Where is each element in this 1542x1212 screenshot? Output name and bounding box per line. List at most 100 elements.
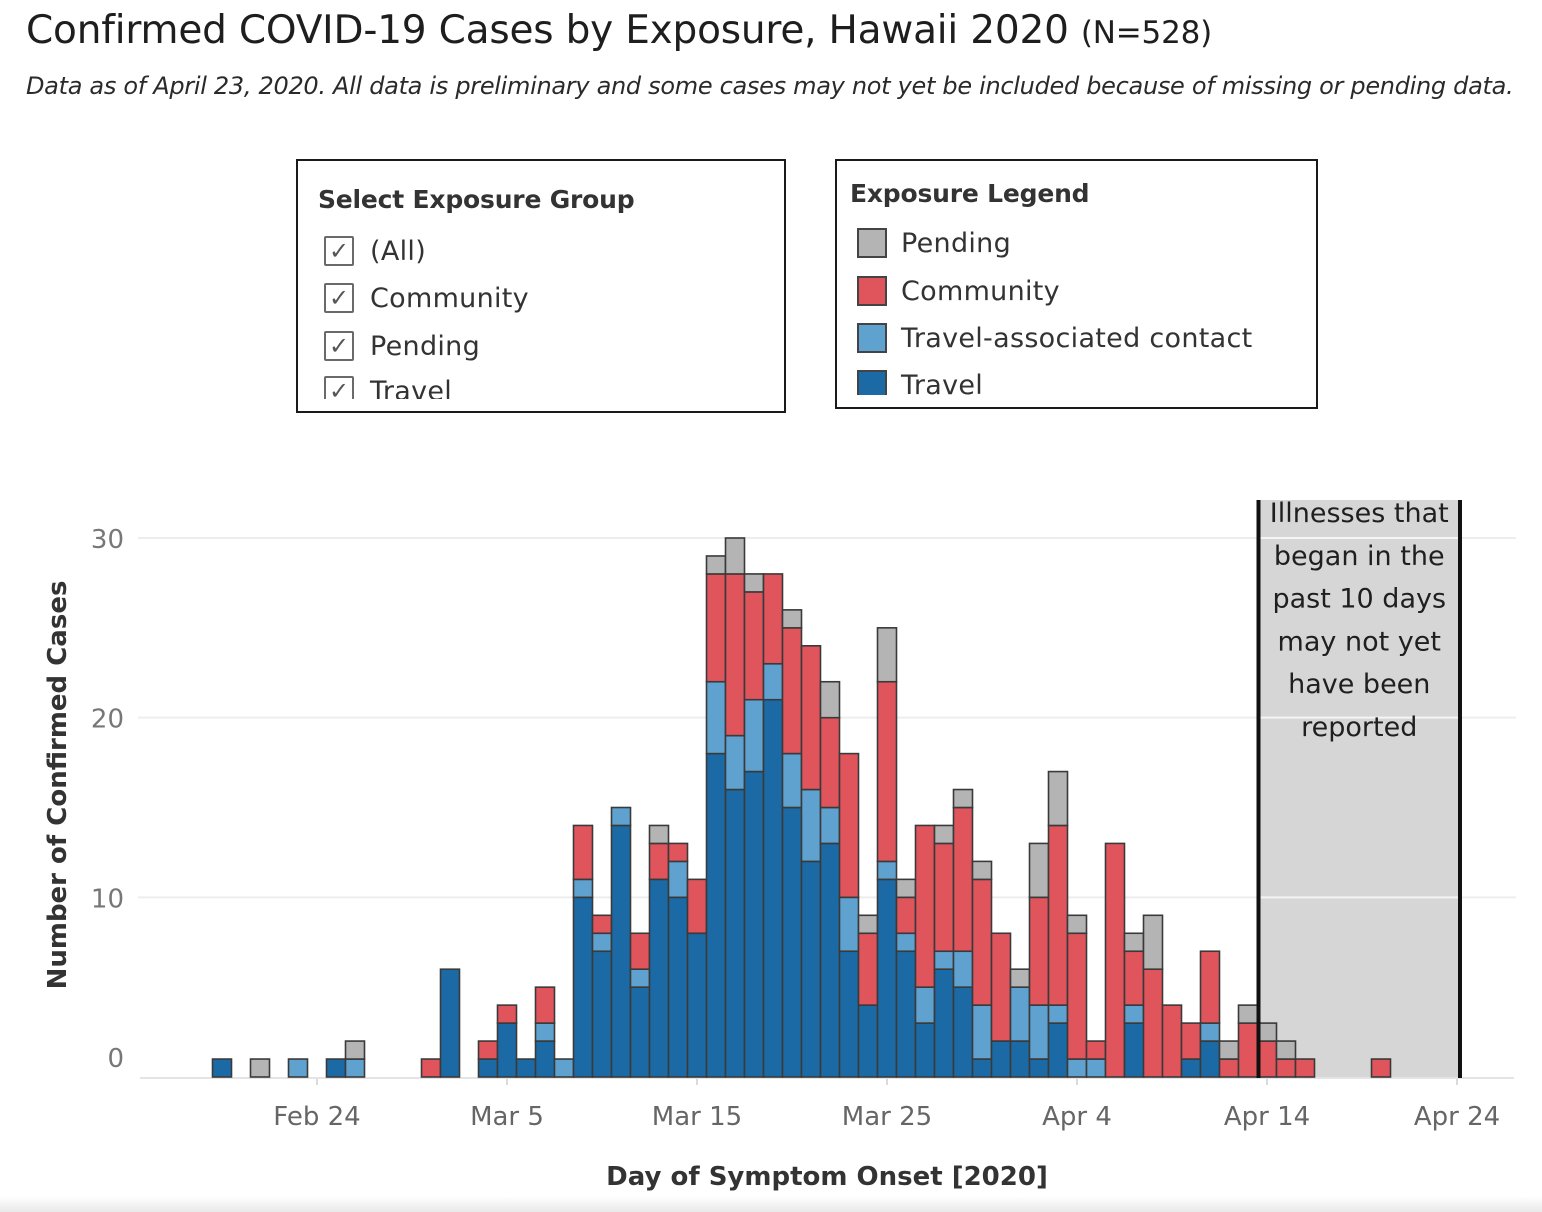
bar-segment-community (895, 896, 917, 935)
checkbox-community[interactable]: ✓ (324, 283, 354, 313)
bar-segment-contact (610, 806, 632, 827)
legend-item-travel[interactable]: Travel (855, 365, 983, 395)
legend-label: Pending (901, 227, 1012, 259)
bar-segment-community (629, 932, 651, 970)
bar-segment-community (686, 878, 708, 935)
bar-segment-travel (933, 968, 955, 1078)
bar-segment-travel (534, 1040, 556, 1078)
bar-segment-community (762, 573, 784, 665)
bar-segment-contact (971, 1004, 993, 1060)
epi-curve-chart: 0 10 20 30 Feb 24 Mar 5 Mar 15 Mar 25 Apr 4 Apr 1… (43, 498, 1516, 1192)
x-tick-label: Mar 25 (842, 1102, 932, 1132)
filter-title: Select Exposure Group (318, 185, 635, 214)
bar-segment-contact (838, 896, 860, 953)
bar-segment-travel (477, 1058, 499, 1078)
bar-segment-community (971, 878, 993, 1006)
bar-segment-travel (800, 860, 822, 1078)
bar-segment-travel (952, 986, 974, 1078)
bar-segment-contact (1047, 1004, 1069, 1024)
bar-segment-travel (1123, 1022, 1145, 1078)
legend-label: Travel (901, 369, 984, 396)
legend-list: Pending Community Travel-associated cont… (855, 223, 1310, 395)
legend-title: Exposure Legend (850, 179, 1090, 208)
bar-segment-contact (1028, 1004, 1050, 1060)
bar-segment-community (1161, 1004, 1183, 1078)
legend-item-community[interactable]: Community (855, 271, 1060, 311)
bar-segment-community (876, 680, 898, 863)
bar-segment-travel (819, 842, 841, 1078)
bar-segment-travel (990, 1040, 1012, 1078)
bar-segment-travel (1199, 1040, 1221, 1078)
filter-option-travel[interactable]: ✓ Travel (318, 371, 452, 399)
bar-segment-pending (1142, 914, 1164, 970)
bar-segment-contact (724, 734, 746, 791)
checkbox-travel[interactable]: ✓ (324, 376, 354, 399)
bar-segment-travel (629, 986, 651, 1078)
bar-segment-community (1085, 1040, 1107, 1060)
bar-segment-pending (876, 627, 898, 683)
bar-segment-community (800, 645, 822, 791)
bar-segment-contact (344, 1058, 366, 1078)
bar-segment-pending (1047, 770, 1069, 827)
bar-segment-contact (1066, 1058, 1088, 1078)
bar-segment-contact (534, 1022, 556, 1042)
bar-segment-pending (705, 555, 727, 575)
bar-segment-pending (344, 1040, 366, 1060)
bar-segment-community (990, 932, 1012, 1042)
bar-segment-travel (325, 1058, 347, 1078)
checkbox-all[interactable]: ✓ (324, 236, 354, 266)
bar-segment-pending (933, 824, 955, 845)
bar-segment-pending (249, 1058, 271, 1078)
bar-segment-pending (819, 680, 841, 719)
bar-segment-contact (705, 680, 727, 755)
bar-segment-community (534, 986, 556, 1024)
y-axis-title: Number of Confirmed Cases (43, 581, 73, 990)
bar-segment-community (667, 842, 689, 863)
checkbox-pending[interactable]: ✓ (324, 331, 354, 361)
y-tick-label: 10 (91, 884, 124, 914)
filter-option-pending[interactable]: ✓ Pending (318, 326, 480, 366)
filter-option-label: Community (370, 282, 529, 314)
bar-segment-community (743, 591, 765, 701)
bar-segment-pending (1275, 1040, 1297, 1060)
legend-swatch-community (857, 276, 887, 306)
bar-segment-travel (876, 878, 898, 1078)
bar-segment-contact (1085, 1058, 1107, 1078)
exposure-legend-panel: Exposure Legend Pending Community Travel… (835, 159, 1318, 409)
bar-segment-pending (952, 788, 974, 809)
bar-segment-contact (629, 968, 651, 988)
y-tick-label: 30 (91, 525, 124, 555)
bar-segment-contact (800, 788, 822, 863)
bar-segment-contact (819, 806, 841, 845)
bar-segment-travel (515, 1058, 537, 1078)
legend-swatch-travel (857, 370, 887, 395)
bar-segment-travel (211, 1058, 233, 1078)
bar-segment-travel (439, 968, 461, 1078)
bar-segment-community (420, 1058, 442, 1078)
bar-segment-travel (1180, 1058, 1202, 1078)
bar-segment-pending (857, 914, 879, 935)
bar-segment-pending (895, 878, 917, 899)
bar-segment-pending (743, 573, 765, 593)
bar-segment-pending (1237, 1004, 1259, 1024)
bar-segment-pending (724, 537, 746, 575)
bar-segment-community (648, 842, 670, 881)
bar-segment-community (838, 752, 860, 899)
filter-option-label: (All) (370, 235, 427, 267)
y-tick-label: 0 (107, 1044, 124, 1074)
bar-segment-travel (724, 788, 746, 1078)
bar-segment-travel (1028, 1058, 1050, 1078)
bar-segment-contact (572, 878, 594, 899)
bar-segment-pending (648, 824, 670, 845)
bar-segment-community (857, 932, 879, 1006)
legend-item-travel-contact[interactable]: Travel-associated contact (855, 318, 1253, 358)
bar-segment-pending (1218, 1040, 1240, 1060)
bar-segment-contact (781, 752, 803, 809)
bar-segment-community (1294, 1058, 1316, 1078)
bar-segment-contact (876, 860, 898, 881)
legend-item-pending[interactable]: Pending (855, 223, 1011, 263)
filter-option-community[interactable]: ✓ Community (318, 278, 529, 318)
bar-segment-community (591, 914, 613, 935)
filter-option-all[interactable]: ✓ (All) (318, 231, 426, 271)
bar-segment-contact (553, 1058, 575, 1078)
